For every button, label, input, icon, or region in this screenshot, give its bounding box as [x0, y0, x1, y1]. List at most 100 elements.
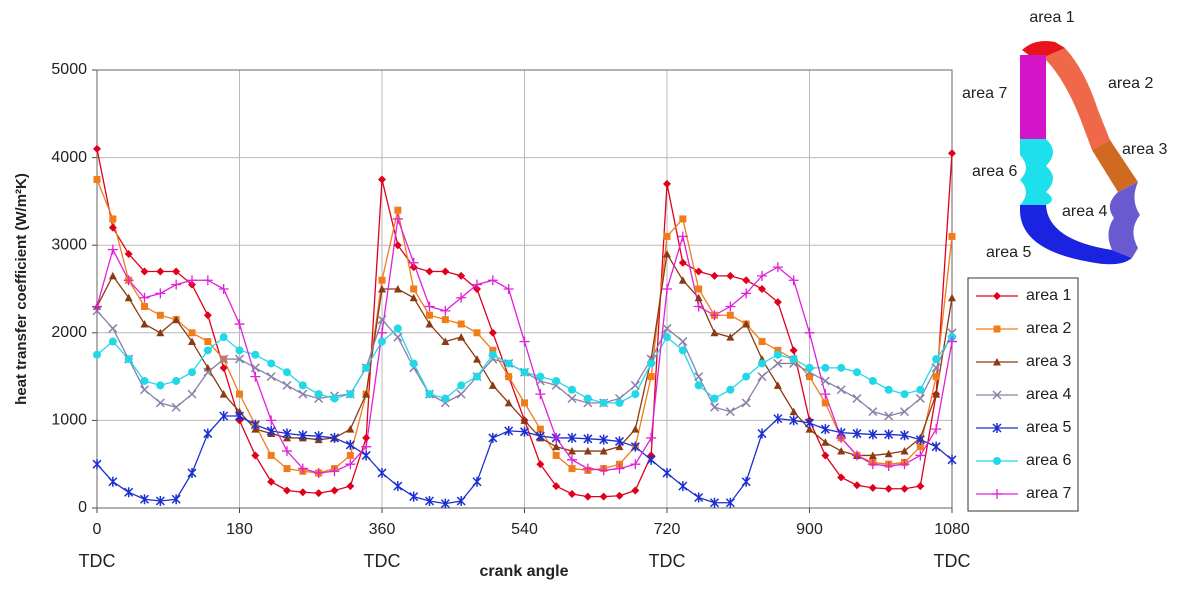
marker: [757, 270, 767, 281]
marker: [298, 381, 307, 390]
marker: [741, 398, 751, 408]
marker: [820, 376, 830, 386]
marker: [234, 319, 245, 330]
marker: [852, 393, 862, 404]
marker: [868, 407, 878, 417]
marker: [853, 368, 861, 377]
marker: [172, 376, 181, 385]
marker: [614, 463, 625, 474]
marker: [726, 333, 735, 341]
marker: [932, 390, 941, 398]
marker: [694, 293, 703, 302]
marker: [599, 398, 608, 407]
marker: [947, 336, 957, 347]
marker: [393, 332, 403, 342]
marker: [219, 390, 228, 398]
tdc-label: TDC: [934, 551, 971, 571]
marker: [551, 432, 562, 443]
marker: [758, 285, 766, 293]
marker: [345, 439, 355, 450]
marker: [535, 431, 545, 442]
marker: [362, 433, 371, 442]
marker: [266, 372, 276, 382]
marker: [662, 323, 672, 333]
marker: [488, 432, 498, 443]
marker: [868, 451, 877, 459]
marker: [837, 447, 846, 455]
marker: [646, 432, 657, 443]
marker: [773, 381, 782, 389]
marker: [140, 320, 149, 328]
marker: [774, 346, 782, 354]
marker: [805, 363, 814, 372]
marker: [346, 425, 355, 433]
marker: [298, 488, 307, 497]
x-tick-label: 720: [654, 521, 681, 538]
marker: [283, 486, 291, 495]
marker: [599, 492, 608, 501]
marker: [204, 338, 212, 346]
marker: [92, 301, 102, 312]
marker: [219, 354, 229, 364]
marker: [250, 363, 260, 373]
marker: [615, 398, 624, 407]
marker: [820, 424, 830, 435]
marker: [804, 418, 815, 429]
marker: [521, 399, 528, 407]
marker: [472, 279, 482, 290]
marker: [915, 434, 925, 445]
marker: [139, 292, 150, 303]
marker: [535, 389, 546, 400]
marker: [425, 320, 434, 328]
area-2-shape: [1046, 48, 1110, 150]
area-5-shape: [1020, 205, 1132, 265]
marker: [426, 311, 433, 319]
marker: [156, 267, 165, 276]
marker: [282, 380, 292, 390]
marker: [900, 390, 909, 399]
marker: [757, 372, 767, 382]
marker: [297, 463, 308, 474]
marker: [457, 381, 466, 390]
marker: [821, 438, 830, 446]
plot-frame: [96, 69, 953, 509]
marker: [457, 271, 466, 280]
marker: [187, 389, 197, 399]
marker: [852, 450, 862, 461]
marker: [203, 367, 213, 377]
marker: [694, 492, 704, 503]
legend-marker: [993, 457, 1001, 465]
diagram-label: area 7: [962, 85, 1007, 102]
y-tick-label: 3000: [51, 236, 87, 253]
marker: [631, 486, 640, 495]
marker: [773, 298, 782, 307]
marker: [709, 402, 720, 412]
marker: [536, 372, 545, 381]
marker: [741, 476, 751, 487]
marker: [710, 271, 719, 280]
marker: [378, 276, 386, 284]
marker: [378, 285, 386, 293]
marker: [615, 491, 624, 500]
marker: [441, 316, 449, 324]
y-axis-title: heat transfer coefficient (W/m²K): [13, 173, 30, 405]
marker: [789, 415, 799, 426]
x-tick-label: 540: [511, 521, 538, 538]
marker: [283, 368, 291, 377]
marker: [900, 447, 909, 455]
marker: [108, 271, 117, 280]
marker: [536, 460, 545, 469]
marker: [172, 267, 181, 276]
marker: [614, 436, 625, 447]
marker: [219, 333, 228, 342]
marker: [108, 337, 117, 346]
marker: [456, 292, 467, 303]
marker: [425, 267, 434, 276]
marker: [916, 443, 924, 451]
marker: [488, 381, 497, 389]
marker: [742, 320, 751, 328]
marker: [582, 463, 593, 474]
marker: [202, 275, 213, 286]
marker: [852, 428, 862, 439]
marker: [203, 311, 212, 320]
